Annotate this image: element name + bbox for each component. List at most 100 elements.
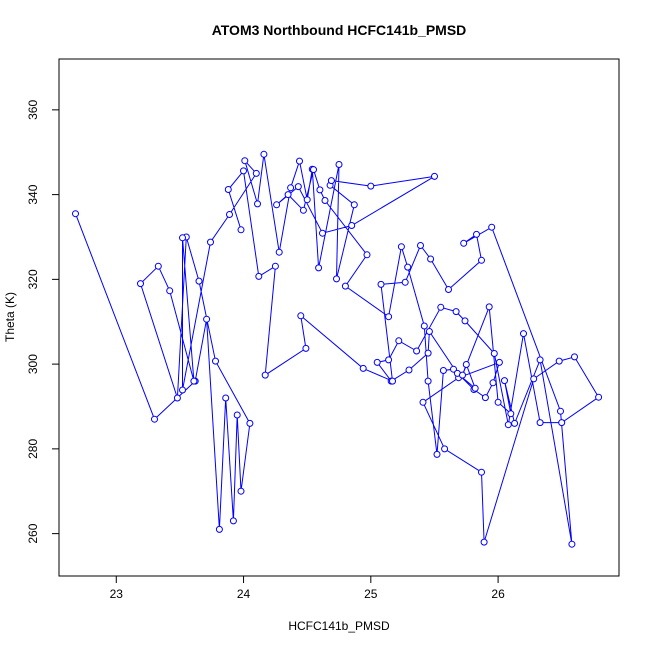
data-point [485, 303, 493, 311]
data-point [401, 278, 409, 286]
data-point [359, 364, 367, 372]
data-point [261, 371, 269, 379]
data-point [413, 347, 421, 355]
x-axis-label: HCFC141b_PMSD [288, 619, 390, 633]
x-tick-label: 25 [364, 587, 378, 601]
data-point [530, 375, 538, 383]
data-point [212, 357, 219, 365]
data-point [327, 177, 335, 185]
data-point [397, 243, 405, 251]
data-point [237, 487, 245, 495]
data-point [294, 183, 302, 191]
x-tick-label: 24 [237, 587, 251, 601]
data-point [389, 377, 396, 385]
data-point [504, 421, 512, 429]
data-point [437, 303, 445, 311]
data-point [417, 242, 424, 249]
data-point [271, 262, 279, 270]
data-point [557, 407, 564, 415]
data-point [297, 312, 305, 320]
y-tick-label: 320 [26, 269, 40, 289]
data-point [461, 317, 469, 325]
x-tick-label: 26 [491, 587, 505, 601]
data-point [179, 386, 186, 394]
data-point [441, 445, 449, 453]
data-point [348, 222, 356, 229]
data-point [377, 280, 385, 288]
data-point [299, 206, 307, 214]
data-point [284, 191, 292, 199]
data-point [536, 356, 544, 364]
data-point [427, 255, 435, 263]
data-point [501, 377, 508, 385]
data-point [310, 166, 317, 174]
data-point [450, 365, 457, 373]
y-tick-label: 340 [26, 184, 40, 204]
x-axis: 23 24 25 26 [110, 575, 505, 601]
data-point [488, 223, 496, 231]
data-point [452, 308, 460, 316]
data-point [507, 410, 515, 418]
series-line [75, 154, 600, 545]
data-point [229, 517, 237, 525]
data-point [433, 450, 441, 458]
data-point [173, 394, 181, 402]
data-point [471, 384, 479, 392]
data-point [166, 287, 174, 295]
data-point [335, 161, 343, 168]
data-point [240, 167, 247, 175]
data-point [179, 234, 186, 242]
data-point [511, 419, 519, 427]
y-tick-label: 360 [26, 100, 40, 120]
y-tick-label: 280 [26, 439, 40, 459]
data-series [72, 150, 603, 548]
plot-frame [58, 58, 620, 577]
data-point [151, 415, 158, 423]
data-point [287, 184, 295, 192]
data-point [207, 238, 214, 246]
data-point [462, 361, 470, 368]
data-point [222, 394, 230, 402]
data-point [489, 379, 497, 387]
data-point [424, 349, 432, 357]
data-point [478, 256, 485, 264]
data-point [72, 210, 79, 218]
data-point [571, 353, 578, 361]
data-point [363, 251, 371, 259]
data-point [321, 197, 329, 204]
data-point [137, 280, 144, 288]
data-point [595, 393, 603, 401]
y-tick-label: 300 [26, 354, 40, 374]
data-point [254, 200, 261, 208]
data-point [555, 357, 563, 365]
data-point [246, 419, 254, 427]
data-point [495, 358, 503, 366]
data-point [478, 468, 485, 476]
data-point [341, 282, 349, 290]
data-point [445, 286, 452, 293]
data-point [273, 201, 281, 209]
data-point [405, 366, 413, 374]
data-point [241, 157, 249, 165]
data-point [260, 150, 268, 158]
data-point [224, 186, 232, 193]
data-point [296, 157, 303, 165]
data-point [460, 239, 468, 247]
data-point [367, 182, 375, 190]
data-point [233, 411, 241, 419]
data-point [373, 358, 381, 366]
data-point [558, 419, 566, 427]
data-point [439, 367, 447, 374]
data-point [520, 330, 527, 338]
data-point [190, 377, 198, 385]
data-point [568, 540, 576, 548]
data-point [490, 350, 498, 357]
data-point [350, 201, 358, 209]
data-point [494, 398, 502, 406]
data-point [255, 272, 263, 280]
data-point [404, 263, 412, 271]
data-point [431, 172, 438, 180]
data-point [195, 277, 203, 285]
data-point [333, 275, 340, 283]
